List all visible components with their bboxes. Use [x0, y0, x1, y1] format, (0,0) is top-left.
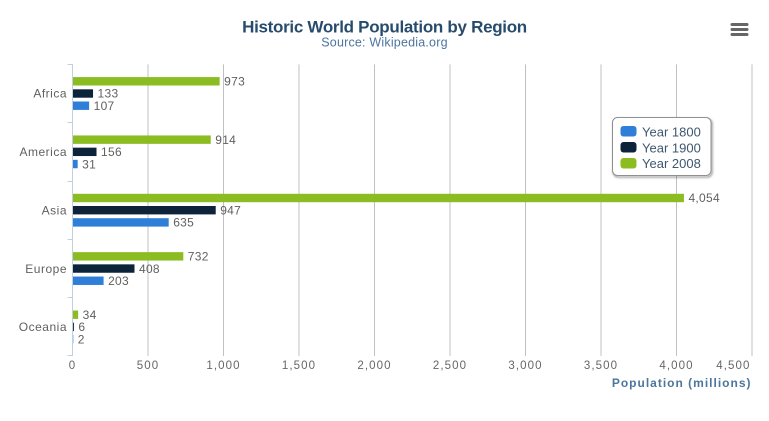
svg-text:914: 914: [215, 133, 236, 147]
svg-text:635: 635: [173, 216, 194, 230]
svg-text:Oceania: Oceania: [19, 320, 67, 334]
svg-text:973: 973: [224, 75, 245, 89]
svg-text:408: 408: [139, 262, 160, 276]
svg-text:Africa: Africa: [33, 87, 67, 101]
svg-text:947: 947: [220, 203, 241, 217]
svg-text:America: America: [19, 145, 67, 159]
svg-text:Year 1800: Year 1800: [642, 125, 701, 140]
svg-text:500: 500: [137, 360, 160, 372]
svg-text:4,054: 4,054: [688, 191, 720, 205]
svg-text:732: 732: [188, 250, 209, 264]
svg-text:107: 107: [94, 99, 115, 113]
svg-text:Year 2008: Year 2008: [642, 156, 701, 171]
svg-text:Historic World Population by R: Historic World Population by Region: [242, 18, 527, 37]
svg-text:1,500: 1,500: [282, 360, 316, 372]
svg-text:Year 1900: Year 1900: [642, 141, 701, 156]
svg-text:203: 203: [108, 274, 129, 288]
svg-text:4,000: 4,000: [659, 360, 693, 372]
svg-text:3,500: 3,500: [584, 360, 618, 372]
svg-text:2: 2: [78, 332, 85, 346]
svg-text:Population (millions): Population (millions): [612, 376, 752, 390]
svg-text:1,000: 1,000: [206, 360, 240, 372]
svg-text:4,500: 4,500: [716, 360, 750, 372]
svg-text:Source: Wikipedia.org: Source: Wikipedia.org: [321, 36, 447, 50]
svg-text:0: 0: [69, 360, 77, 372]
svg-text:Europe: Europe: [25, 262, 67, 276]
svg-text:2,000: 2,000: [357, 360, 391, 372]
svg-text:Asia: Asia: [42, 203, 67, 217]
svg-text:31: 31: [82, 157, 96, 171]
svg-text:2,500: 2,500: [433, 360, 467, 372]
svg-text:3,000: 3,000: [508, 360, 542, 372]
svg-text:156: 156: [101, 145, 122, 159]
